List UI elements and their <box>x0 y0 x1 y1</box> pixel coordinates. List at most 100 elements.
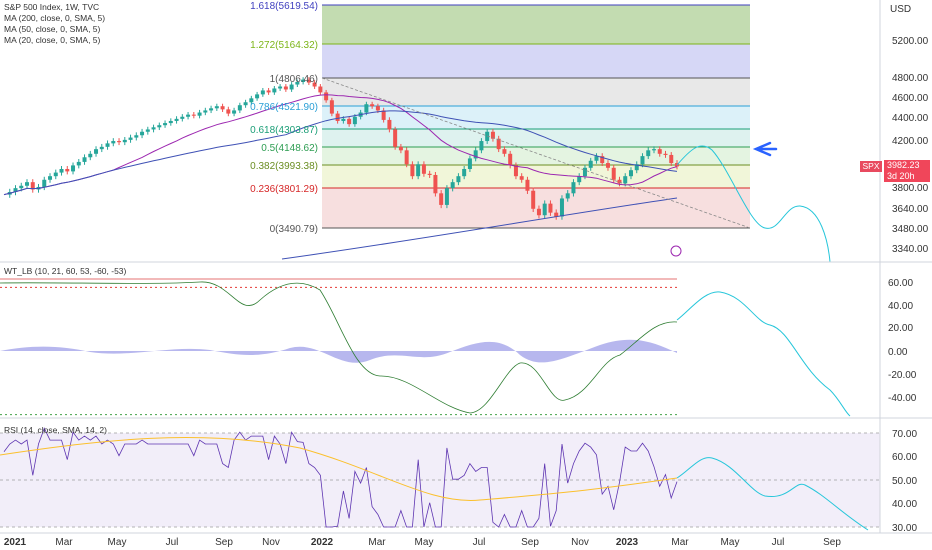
time-tick: May <box>108 537 127 548</box>
candle-body <box>318 86 323 93</box>
price-tick: 4200.00 <box>892 136 929 147</box>
ma50-label: MA (50, close, 0, SMA, 5) <box>4 24 101 34</box>
candle-body <box>410 164 415 177</box>
candle-body <box>25 182 30 186</box>
candle-body <box>370 104 375 107</box>
candle-body <box>600 156 605 164</box>
candle-body <box>467 158 472 169</box>
time-tick: May <box>721 537 740 548</box>
candle-body <box>209 108 214 111</box>
wt-tick: 60.00 <box>888 278 913 289</box>
candle-body <box>617 179 622 184</box>
candle-body <box>111 141 116 144</box>
candle-body <box>479 141 484 151</box>
fib-level-label: 0(3490.79) <box>270 224 318 235</box>
price-projection <box>676 145 831 263</box>
candle-body <box>502 149 507 154</box>
candle-body <box>427 173 432 175</box>
candle-body <box>220 106 225 110</box>
fib-level-label: 0.618(4303.87) <box>250 125 318 136</box>
candle-body <box>301 79 306 82</box>
candle-body <box>393 129 398 147</box>
candle-body <box>117 141 122 143</box>
fibonacci-labels: 1.618(5619.54) 1.272(5164.32) 1(4806.46) 0.… <box>250 1 318 235</box>
time-tick: Jul <box>473 537 486 548</box>
trend-line <box>321 77 751 229</box>
candle-body <box>462 168 467 177</box>
candle-body <box>30 182 35 190</box>
candle-body <box>519 176 524 180</box>
candle-body <box>559 198 564 217</box>
time-tick: Nov <box>571 537 589 548</box>
candle-body <box>439 193 444 205</box>
ticker-badge: SPX <box>860 161 882 172</box>
candle-body <box>134 135 139 138</box>
candle-body <box>634 164 639 171</box>
rsi-legend: RSI (14, close, SMA, 14, 2) <box>4 425 107 435</box>
candle-body <box>255 94 260 99</box>
ma200-label: MA (200, close, 0, SMA, 5) <box>4 13 106 23</box>
candle-body <box>657 149 662 154</box>
fib-level-label: 0.236(3801.29) <box>250 184 318 195</box>
candle-body <box>456 176 461 183</box>
candle-body <box>542 203 547 216</box>
wt-histogram <box>0 339 677 363</box>
candle-body <box>226 109 231 114</box>
price-tick: 3480.00 <box>892 224 929 235</box>
candle-body <box>669 154 674 164</box>
rsi-tick: 30.00 <box>892 523 917 534</box>
candle-body <box>398 146 403 151</box>
candle-body <box>88 153 93 158</box>
candle-body <box>416 164 421 177</box>
time-tick: Jul <box>166 537 179 548</box>
candle-body <box>329 100 334 114</box>
wt-tick: -40.00 <box>888 393 917 404</box>
wt-tick: 40.00 <box>888 301 913 312</box>
candle-body <box>65 168 70 172</box>
candle-body <box>324 92 329 101</box>
candle-body <box>565 193 570 199</box>
candle-body <box>646 150 651 157</box>
fibonacci-lines <box>322 4 750 229</box>
fib-level-label: 0.382(3993.38) <box>250 161 318 172</box>
candle-body <box>582 167 587 177</box>
rsi-ma <box>0 436 678 501</box>
candle-body <box>249 98 254 103</box>
fib-level-label: 0.786(4521.90) <box>250 102 318 113</box>
price-tick: 3340.00 <box>892 244 929 255</box>
time-tick: Mar <box>368 537 386 548</box>
rsi-tick: 40.00 <box>892 499 917 510</box>
fib-level-label: 1.272(5164.32) <box>250 40 318 51</box>
time-tick: Nov <box>262 537 280 548</box>
candle-body <box>237 105 242 111</box>
candle-body <box>508 153 513 166</box>
candle-body <box>71 165 76 172</box>
price-tick: 3640.00 <box>892 204 929 215</box>
candle-body <box>485 131 490 142</box>
fib-band <box>322 44 750 78</box>
candle-body <box>433 174 438 194</box>
lightning-icon <box>670 245 682 257</box>
candle-body <box>341 118 346 121</box>
chart-legend: S&P 500 Index, 1W, TVC MA (200, close, 0… <box>4 2 105 46</box>
candle-body <box>605 163 610 168</box>
price-tick: 4800.00 <box>892 73 929 84</box>
fib-band <box>322 5 750 44</box>
rsi-pane <box>0 427 880 531</box>
price-tick: 4400.00 <box>892 113 929 124</box>
fib-band <box>322 129 750 147</box>
time-tick: Jul <box>772 537 785 548</box>
candlesticks <box>7 77 679 220</box>
candle-body <box>347 118 352 125</box>
fib-level-label: 0.5(4148.62) <box>261 143 318 154</box>
candle-body <box>13 188 18 193</box>
fib-band <box>322 106 750 129</box>
arrow-icon <box>752 141 778 157</box>
candle-body <box>588 160 593 168</box>
rsi-projection <box>676 457 869 531</box>
candle-body <box>53 172 58 177</box>
candle-body <box>577 176 582 183</box>
candle-body <box>128 137 133 140</box>
time-tick: May <box>415 537 434 548</box>
